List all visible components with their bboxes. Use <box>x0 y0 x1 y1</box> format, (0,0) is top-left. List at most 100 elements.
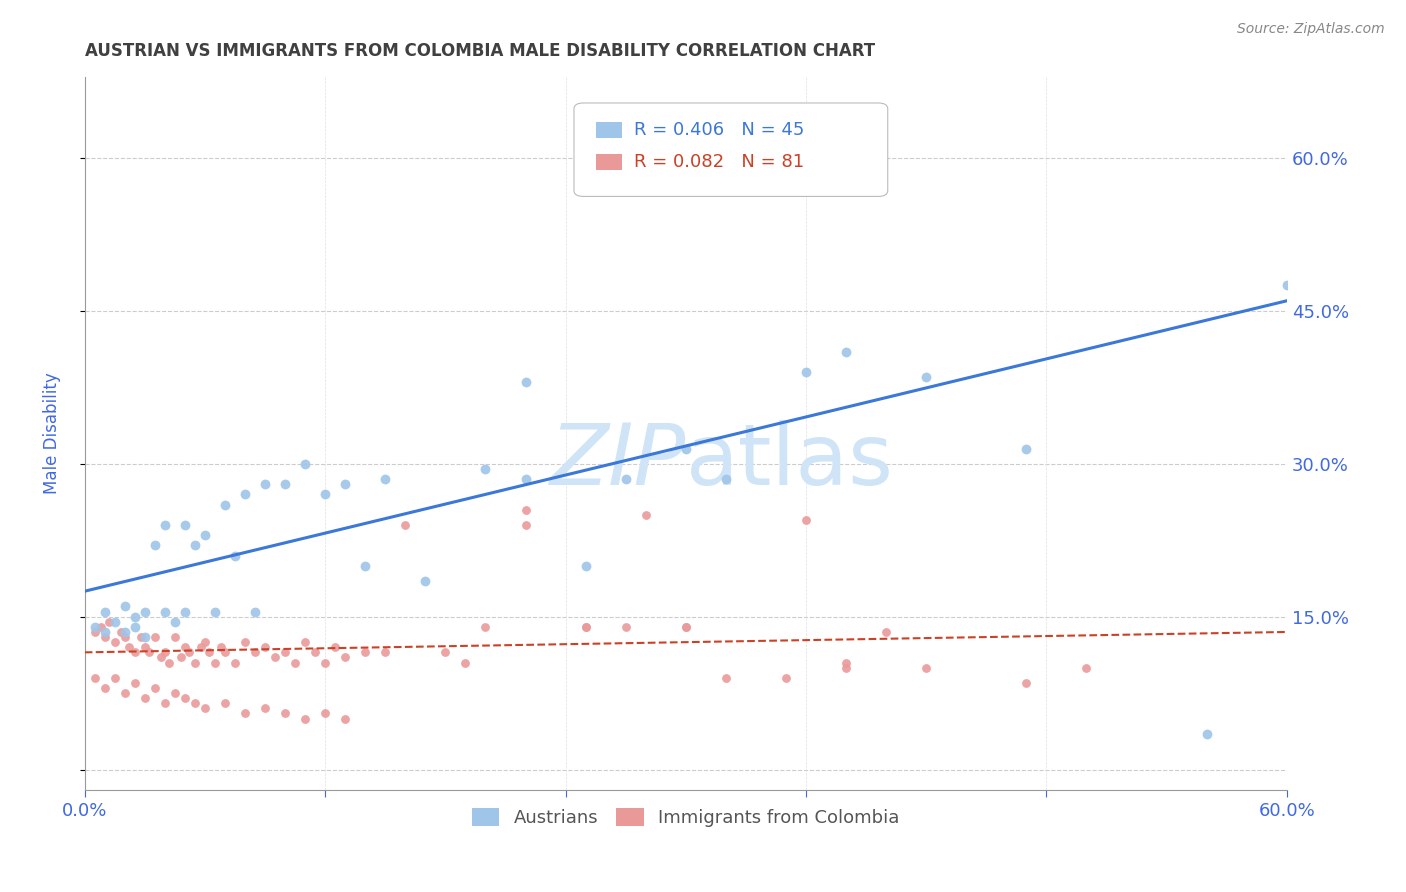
Point <box>118 640 141 655</box>
Point <box>794 365 817 379</box>
Point <box>284 656 307 670</box>
Point <box>314 487 336 501</box>
Point <box>575 620 598 634</box>
Point <box>634 508 657 522</box>
Point <box>94 624 117 639</box>
Point <box>794 513 817 527</box>
Point <box>374 645 396 659</box>
Point <box>233 635 256 649</box>
Point <box>294 457 316 471</box>
Point <box>153 605 176 619</box>
Point <box>114 599 136 614</box>
Point <box>614 620 637 634</box>
Point <box>875 624 897 639</box>
Point <box>134 630 156 644</box>
Point <box>94 605 117 619</box>
Point <box>174 605 197 619</box>
Point <box>204 605 226 619</box>
Legend: Austrians, Immigrants from Colombia: Austrians, Immigrants from Colombia <box>465 801 907 834</box>
Point <box>94 630 117 644</box>
Point <box>163 686 186 700</box>
Point <box>224 656 246 670</box>
Point <box>335 477 357 491</box>
Point <box>233 487 256 501</box>
Point <box>323 640 346 655</box>
Point <box>83 624 105 639</box>
Point <box>454 656 477 670</box>
Point <box>243 605 266 619</box>
Point <box>214 498 236 512</box>
Point <box>233 706 256 721</box>
Point <box>1015 676 1038 690</box>
FancyBboxPatch shape <box>574 103 887 196</box>
Point <box>134 605 156 619</box>
Point <box>174 518 197 533</box>
Point <box>177 645 200 659</box>
Point <box>194 528 217 542</box>
Point <box>354 558 377 573</box>
Point <box>394 518 416 533</box>
Point <box>254 701 277 715</box>
Point <box>515 472 537 486</box>
Point <box>153 645 176 659</box>
Point <box>274 706 297 721</box>
Point <box>304 645 326 659</box>
Point <box>174 691 197 706</box>
Point <box>104 671 127 685</box>
Point <box>575 620 598 634</box>
Point <box>214 645 236 659</box>
Point <box>675 136 697 150</box>
Point <box>114 630 136 644</box>
Point <box>515 502 537 516</box>
Point <box>124 676 146 690</box>
Point <box>83 620 105 634</box>
FancyBboxPatch shape <box>596 122 621 138</box>
Point <box>184 696 207 710</box>
Point <box>575 558 598 573</box>
Text: ZIP: ZIP <box>550 420 686 503</box>
Point <box>254 640 277 655</box>
Point <box>1275 278 1298 293</box>
Point <box>94 681 117 695</box>
Point <box>1015 442 1038 456</box>
Point <box>614 472 637 486</box>
Y-axis label: Male Disability: Male Disability <box>44 372 60 494</box>
Point <box>153 518 176 533</box>
Point <box>474 620 496 634</box>
Point <box>835 660 858 674</box>
Point <box>209 640 232 655</box>
Point <box>114 624 136 639</box>
Text: Source: ZipAtlas.com: Source: ZipAtlas.com <box>1237 22 1385 37</box>
Point <box>1076 660 1098 674</box>
Point <box>124 620 146 634</box>
Point <box>243 645 266 659</box>
Point <box>294 712 316 726</box>
Point <box>675 620 697 634</box>
Text: AUSTRIAN VS IMMIGRANTS FROM COLOMBIA MALE DISABILITY CORRELATION CHART: AUSTRIAN VS IMMIGRANTS FROM COLOMBIA MAL… <box>84 42 875 60</box>
Point <box>129 630 152 644</box>
Point <box>170 650 193 665</box>
Point <box>335 650 357 665</box>
Point <box>143 681 166 695</box>
Point <box>835 656 858 670</box>
Point <box>83 671 105 685</box>
Point <box>194 701 217 715</box>
Point <box>184 656 207 670</box>
Point <box>1195 727 1218 741</box>
Point <box>90 620 112 634</box>
Point <box>104 635 127 649</box>
Point <box>374 472 396 486</box>
Point <box>515 518 537 533</box>
Point <box>274 645 297 659</box>
Point <box>204 656 226 670</box>
Point <box>294 635 316 649</box>
Point <box>138 645 160 659</box>
Point <box>110 624 132 639</box>
Point <box>224 549 246 563</box>
Text: R = 0.406   N = 45: R = 0.406 N = 45 <box>634 121 804 139</box>
Point <box>915 660 938 674</box>
FancyBboxPatch shape <box>596 154 621 170</box>
Point <box>714 472 737 486</box>
Point <box>335 712 357 726</box>
Point <box>157 656 180 670</box>
